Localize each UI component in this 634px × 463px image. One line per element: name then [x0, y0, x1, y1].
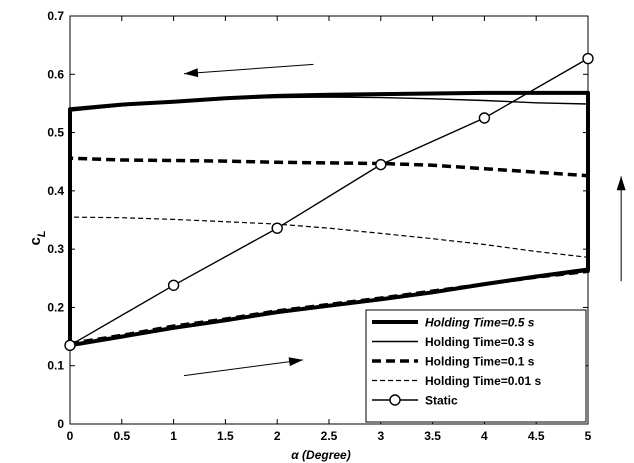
series-line-4 [69, 57, 589, 346]
static-marker [271, 222, 283, 234]
axes: 0 0.5 1 1.5 2 2.5 3 3.5 4 4.5 5 0 0.1 0.2 0.3 0.4 0.5 0.6… [47, 9, 591, 443]
arrow-right-shaft [183, 359, 304, 377]
x-tick-label: 5 [585, 429, 592, 443]
legend-marker [389, 394, 401, 406]
x-tick-label: 1.5 [217, 429, 234, 443]
series-layer [64, 52, 594, 352]
static-marker [478, 112, 491, 124]
static-marker [64, 339, 76, 352]
x-tick-label: 4.5 [528, 429, 545, 443]
arrow-left-head [183, 68, 199, 78]
y-tick-label: 0.4 [47, 184, 64, 198]
legend-label: Static [425, 394, 458, 408]
legend-label-prefix: Holding Time [425, 355, 501, 369]
series-line-3 [69, 216, 589, 345]
legend-label-suffix: =0.1 s [501, 355, 535, 369]
x-tick-label: 1 [170, 429, 177, 443]
legend-label: Holding Time=0.3 s [425, 335, 535, 349]
y-axis-label: cL [27, 230, 48, 245]
legend-label-prefix: Holding Time [425, 335, 501, 349]
y-tick-label: 0.6 [47, 67, 64, 81]
x-tick-label: 0 [67, 429, 74, 443]
arrow-up-head [616, 176, 626, 191]
y-tick-label: 0.2 [47, 300, 64, 314]
legend-label-prefix: Holding Time [425, 316, 501, 330]
legend-label-prefix: Holding Time [425, 374, 501, 388]
static-marker [582, 52, 594, 65]
arrow-left-shaft [183, 63, 314, 75]
legend-label-suffix: =0.01 s [501, 374, 542, 388]
series-line-1 [69, 96, 589, 346]
y-tick-label: 0.7 [47, 9, 64, 23]
x-tick-label: 2 [274, 429, 281, 443]
legend-label: Holding Time=0.01 s [425, 374, 541, 388]
y-axis-label-main: c [27, 237, 44, 245]
legend-label-suffix: =0.3 s [501, 335, 535, 349]
y-tick-label: 0.5 [47, 126, 64, 140]
arrow-right-head [288, 357, 304, 367]
x-tick-label: 4 [481, 429, 488, 443]
static-marker [167, 279, 180, 291]
y-tick-label: 0.3 [47, 242, 64, 256]
x-tick-label: 3 [377, 429, 384, 443]
series-line-2 [69, 156, 590, 346]
x-tick-label: 3.5 [424, 429, 441, 443]
static-marker [375, 158, 387, 171]
legend-label-suffix: =0.5 s [501, 316, 535, 330]
y-tick-label: 0 [57, 417, 64, 431]
annotation-arrows [183, 63, 626, 377]
legend-box [365, 309, 587, 423]
x-axis-label: α (Degree) [291, 448, 350, 462]
x-tick-label: 0.5 [113, 429, 130, 443]
legend-label: Holding Time=0.5 s [425, 316, 535, 330]
legend-label: Holding Time=0.1 s [425, 355, 535, 369]
x-tick-label: 2.5 [321, 429, 338, 443]
y-axis-label-sub: L [36, 230, 48, 237]
y-tick-label: 0.1 [47, 359, 64, 373]
